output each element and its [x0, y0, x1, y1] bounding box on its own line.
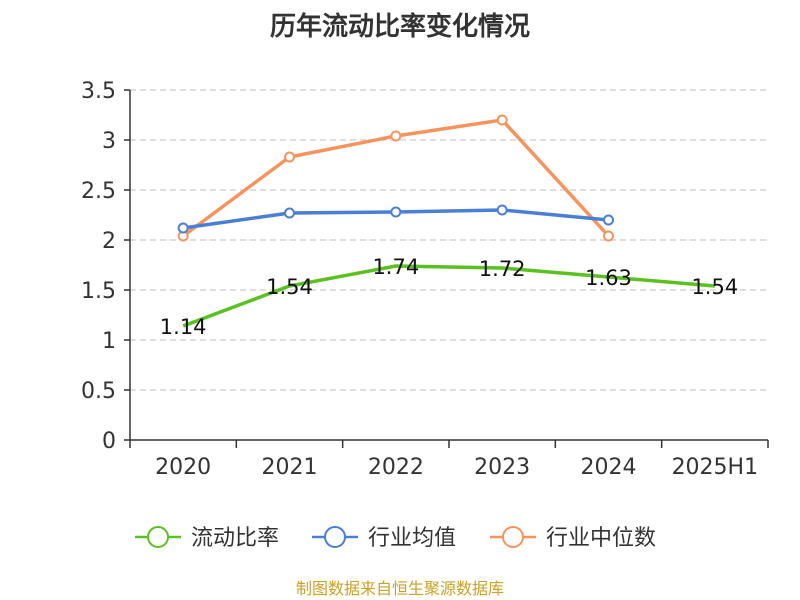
data-point	[390, 130, 402, 142]
data-point	[390, 206, 402, 218]
series-line-0	[182, 264, 715, 328]
data-point	[177, 222, 189, 234]
data-label: 1.14	[160, 315, 207, 339]
legend-marker	[147, 526, 169, 548]
y-tick-label: 3	[102, 129, 116, 154]
y-axis-ticks: 0 0.5 1 1.5 2 2.5 3 3.5	[81, 79, 116, 454]
source-note: 制图数据来自恒生聚源数据库	[296, 579, 504, 598]
data-point	[284, 207, 295, 219]
x-tick-label: 2024	[581, 455, 637, 480]
y-tick-label: 2	[102, 229, 116, 254]
y-tick-label: 1	[102, 329, 116, 354]
legend-label: 流动比率	[191, 526, 279, 551]
y-tick-label: 1.5	[81, 279, 116, 304]
gridlines	[130, 89, 768, 391]
data-label: 1.54	[266, 275, 313, 299]
series-group	[177, 114, 715, 328]
data-point	[603, 214, 614, 226]
legend-marker	[502, 526, 524, 548]
data-label: 1.54	[691, 275, 738, 299]
data-point	[603, 230, 614, 242]
x-tick-label: 2021	[262, 455, 318, 480]
legend-item: 流动比率	[135, 526, 279, 551]
chart-title: 历年流动比率变化情况	[270, 11, 530, 42]
x-tick-label: 2023	[474, 455, 530, 480]
x-axis-ticks: 2020 2021 2022 2023 2024 2025H1	[155, 455, 758, 480]
y-tick-label: 0.5	[81, 379, 116, 404]
y-tick-label: 0	[102, 429, 116, 454]
axes	[124, 89, 769, 448]
data-point	[284, 151, 295, 163]
data-point	[496, 204, 508, 216]
legend: 流动比率 行业均值 行业中位数	[135, 526, 656, 551]
data-label: 1.74	[372, 255, 419, 279]
x-tick-label: 2022	[368, 455, 424, 480]
data-label: 1.63	[585, 266, 632, 290]
legend-item: 行业均值	[312, 526, 456, 551]
data-point	[496, 114, 508, 126]
x-tick-label: 2025H1	[672, 455, 759, 480]
legend-item: 行业中位数	[490, 526, 656, 551]
y-tick-label: 3.5	[81, 79, 116, 104]
y-tick-label: 2.5	[81, 179, 116, 204]
legend-label: 行业中位数	[546, 526, 656, 551]
legend-marker	[324, 526, 346, 548]
x-tick-label: 2020	[155, 455, 211, 480]
legend-label: 行业均值	[368, 526, 456, 551]
data-label: 1.72	[479, 257, 526, 281]
data-labels: 1.14 1.54 1.74 1.72 1.63 1.54	[160, 255, 738, 339]
